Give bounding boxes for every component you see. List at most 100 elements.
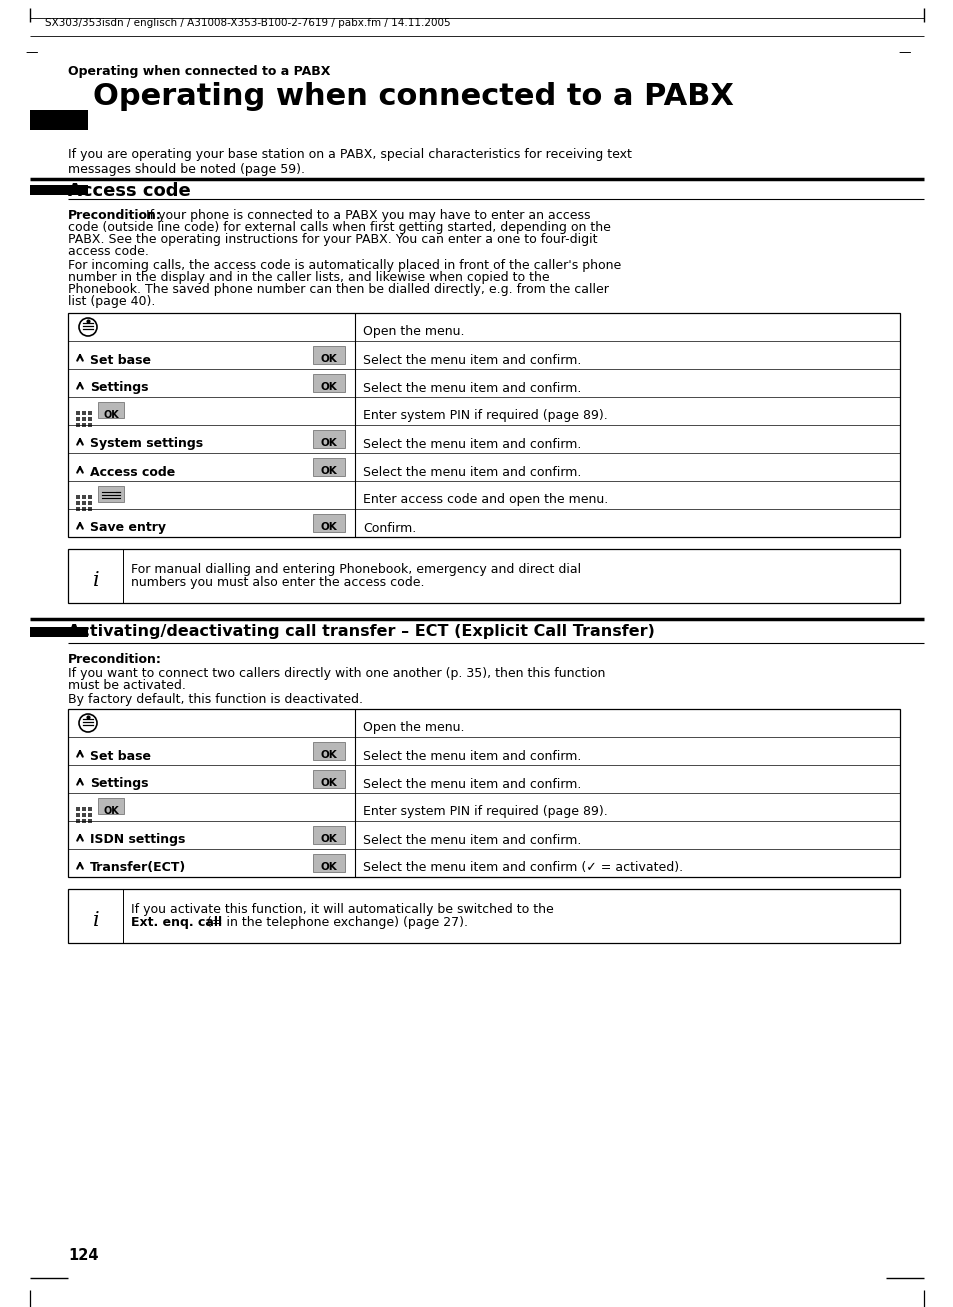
Text: Settings: Settings (90, 382, 149, 395)
Text: Open the menu.: Open the menu. (363, 721, 464, 735)
Text: i: i (92, 911, 99, 929)
Text: Access code: Access code (90, 465, 175, 478)
Bar (82, 423, 86, 427)
Bar (88, 813, 91, 817)
Text: Select the menu item and confirm (✓ = activated).: Select the menu item and confirm (✓ = ac… (363, 861, 682, 874)
Bar (76, 806, 80, 812)
Bar (98, 403, 124, 418)
Text: Select the menu item and confirm.: Select the menu item and confirm. (363, 353, 580, 366)
Text: OK: OK (103, 806, 119, 816)
Bar (82, 495, 86, 499)
Bar (88, 501, 91, 505)
Text: Activating/deactivating call transfer – ECT (Explicit Call Transfer): Activating/deactivating call transfer – … (68, 623, 654, 639)
Bar (313, 826, 345, 844)
Text: If you activate this function, it will automatically be switched to the: If you activate this function, it will a… (131, 903, 553, 916)
Bar (88, 423, 91, 427)
Text: By factory default, this function is deactivated.: By factory default, this function is dea… (68, 693, 363, 706)
Text: —: — (25, 47, 37, 60)
Bar (313, 742, 345, 759)
Text: ISDN settings: ISDN settings (90, 834, 185, 847)
Bar (76, 819, 80, 823)
Text: Select the menu item and confirm.: Select the menu item and confirm. (363, 382, 580, 395)
Text: Transfer(ECT): Transfer(ECT) (90, 861, 186, 874)
Text: If your phone is connected to a PABX you may have to enter an access: If your phone is connected to a PABX you… (142, 209, 590, 222)
Text: OK: OK (320, 834, 337, 844)
Text: must be activated.: must be activated. (68, 680, 186, 691)
Bar (88, 806, 91, 812)
Text: 124: 124 (68, 1248, 98, 1263)
Bar (82, 806, 86, 812)
Text: Save entry: Save entry (90, 521, 166, 535)
Bar (88, 507, 91, 511)
Bar (76, 410, 80, 416)
Bar (68, 312, 899, 537)
Text: Precondition:: Precondition: (68, 209, 162, 222)
Text: number in the display and in the caller lists, and likewise when copied to the: number in the display and in the caller … (68, 271, 549, 284)
Bar (82, 813, 86, 817)
Text: Enter system PIN if required (page 89).: Enter system PIN if required (page 89). (363, 409, 607, 422)
Bar (82, 819, 86, 823)
Bar (30, 627, 88, 637)
Bar (76, 417, 80, 421)
Bar (98, 799, 124, 814)
Bar (30, 110, 88, 129)
Text: Select the menu item and confirm.: Select the menu item and confirm. (363, 834, 580, 847)
Bar (313, 374, 345, 392)
Bar (82, 410, 86, 416)
Text: PABX. See the operating instructions for your PABX. You can enter a one to four-: PABX. See the operating instructions for… (68, 233, 597, 246)
Bar (88, 417, 91, 421)
Text: numbers you must also enter the access code.: numbers you must also enter the access c… (131, 576, 424, 589)
Text: Access code: Access code (68, 182, 191, 200)
Text: access code.: access code. (68, 244, 149, 257)
Text: If you are operating your base station on a PABX, special characteristics for re: If you are operating your base station o… (68, 148, 631, 161)
Bar (88, 410, 91, 416)
Text: OK: OK (320, 863, 337, 872)
Text: OK: OK (320, 467, 337, 476)
Bar (82, 501, 86, 505)
Text: Open the menu.: Open the menu. (363, 325, 464, 339)
Text: Select the menu item and confirm.: Select the menu item and confirm. (363, 465, 580, 478)
Text: OK: OK (320, 778, 337, 788)
Text: OK: OK (320, 521, 337, 532)
Text: OK: OK (320, 750, 337, 759)
Text: For incoming calls, the access code is automatically placed in front of the call: For incoming calls, the access code is a… (68, 259, 620, 272)
Text: OK: OK (320, 438, 337, 448)
Text: If you want to connect two callers directly with one another (p. 35), then this : If you want to connect two callers direc… (68, 667, 605, 680)
Bar (76, 501, 80, 505)
Bar (313, 514, 345, 532)
Bar (313, 457, 345, 476)
Bar (76, 507, 80, 511)
Bar (76, 495, 80, 499)
Bar (82, 417, 86, 421)
Text: Operating when connected to a PABX: Operating when connected to a PABX (92, 82, 733, 111)
Text: Enter system PIN if required (page 89).: Enter system PIN if required (page 89). (363, 805, 607, 818)
Text: Enter access code and open the menu.: Enter access code and open the menu. (363, 494, 608, 507)
Text: list (page 40).: list (page 40). (68, 295, 155, 308)
Text: OK: OK (320, 382, 337, 392)
Text: i: i (92, 570, 99, 589)
Bar (313, 770, 345, 788)
Text: Select the menu item and confirm.: Select the menu item and confirm. (363, 749, 580, 762)
Text: Phonebook. The saved phone number can then be dialled directly, e.g. from the ca: Phonebook. The saved phone number can th… (68, 284, 608, 295)
Text: Settings: Settings (90, 778, 149, 791)
Text: Operating when connected to a PABX: Operating when connected to a PABX (68, 65, 330, 78)
Text: Precondition:: Precondition: (68, 654, 162, 667)
Bar (88, 495, 91, 499)
Text: Ext. enq. call: Ext. enq. call (131, 916, 222, 929)
Bar (82, 507, 86, 511)
Bar (98, 486, 124, 502)
Text: Select the menu item and confirm.: Select the menu item and confirm. (363, 778, 580, 791)
Text: —: — (897, 47, 909, 60)
Text: messages should be noted (page 59).: messages should be noted (page 59). (68, 163, 305, 176)
Bar (76, 423, 80, 427)
Bar (313, 346, 345, 365)
Text: Set base: Set base (90, 353, 151, 366)
Bar (68, 889, 899, 942)
Bar (68, 549, 899, 603)
Bar (313, 430, 345, 448)
Bar (88, 819, 91, 823)
Text: (= in the telephone exchange) (page 27).: (= in the telephone exchange) (page 27). (203, 916, 468, 929)
Bar (76, 813, 80, 817)
Bar (68, 708, 899, 877)
Text: OK: OK (103, 410, 119, 420)
